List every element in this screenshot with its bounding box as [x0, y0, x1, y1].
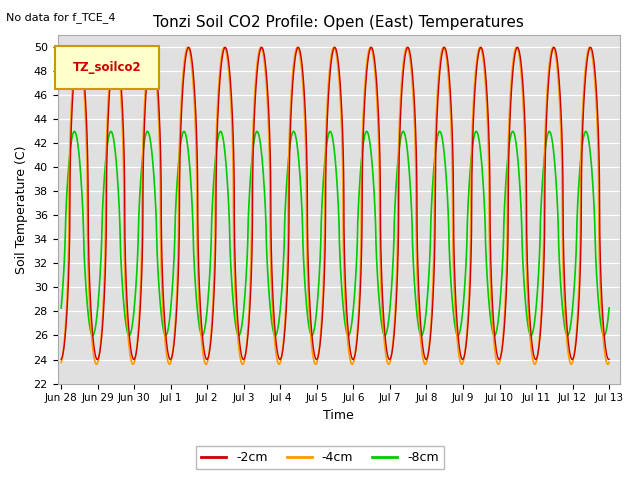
-2cm [120, 135, 127, 141]
-4cm [58, 360, 65, 365]
-8cm [58, 305, 65, 311]
-4cm [291, 51, 299, 57]
-2cm [605, 357, 613, 362]
-2cm [536, 337, 543, 343]
-4cm [586, 45, 593, 50]
-2cm [58, 357, 65, 362]
-8cm [292, 132, 300, 138]
Line: -2cm: -2cm [61, 48, 609, 360]
-8cm [268, 318, 275, 324]
-8cm [605, 305, 613, 311]
-2cm [595, 140, 603, 146]
-8cm [152, 216, 160, 222]
-4cm [604, 361, 612, 367]
Y-axis label: Soil Temperature (C): Soil Temperature (C) [15, 145, 28, 274]
Line: -4cm: -4cm [61, 48, 609, 364]
-4cm [268, 279, 275, 285]
-2cm [459, 357, 467, 362]
FancyBboxPatch shape [54, 46, 159, 89]
-8cm [595, 302, 603, 308]
-2cm [477, 45, 484, 50]
Text: No data for f_TCE_4: No data for f_TCE_4 [6, 12, 116, 23]
-4cm [152, 74, 160, 80]
Legend: -2cm, -4cm, -8cm: -2cm, -4cm, -8cm [196, 446, 444, 469]
-2cm [152, 64, 160, 70]
-8cm [120, 300, 127, 306]
Text: TZ_soilco2: TZ_soilco2 [72, 61, 141, 74]
-2cm [268, 245, 275, 251]
-8cm [536, 247, 543, 252]
Title: Tonzi Soil CO2 Profile: Open (East) Temperatures: Tonzi Soil CO2 Profile: Open (East) Temp… [154, 15, 524, 30]
-8cm [198, 333, 206, 338]
X-axis label: Time: Time [323, 409, 354, 422]
-2cm [291, 56, 299, 62]
-4cm [536, 336, 543, 342]
-4cm [595, 175, 602, 181]
-4cm [605, 360, 613, 365]
Line: -8cm: -8cm [61, 132, 609, 336]
-8cm [217, 129, 225, 134]
-4cm [120, 177, 127, 183]
